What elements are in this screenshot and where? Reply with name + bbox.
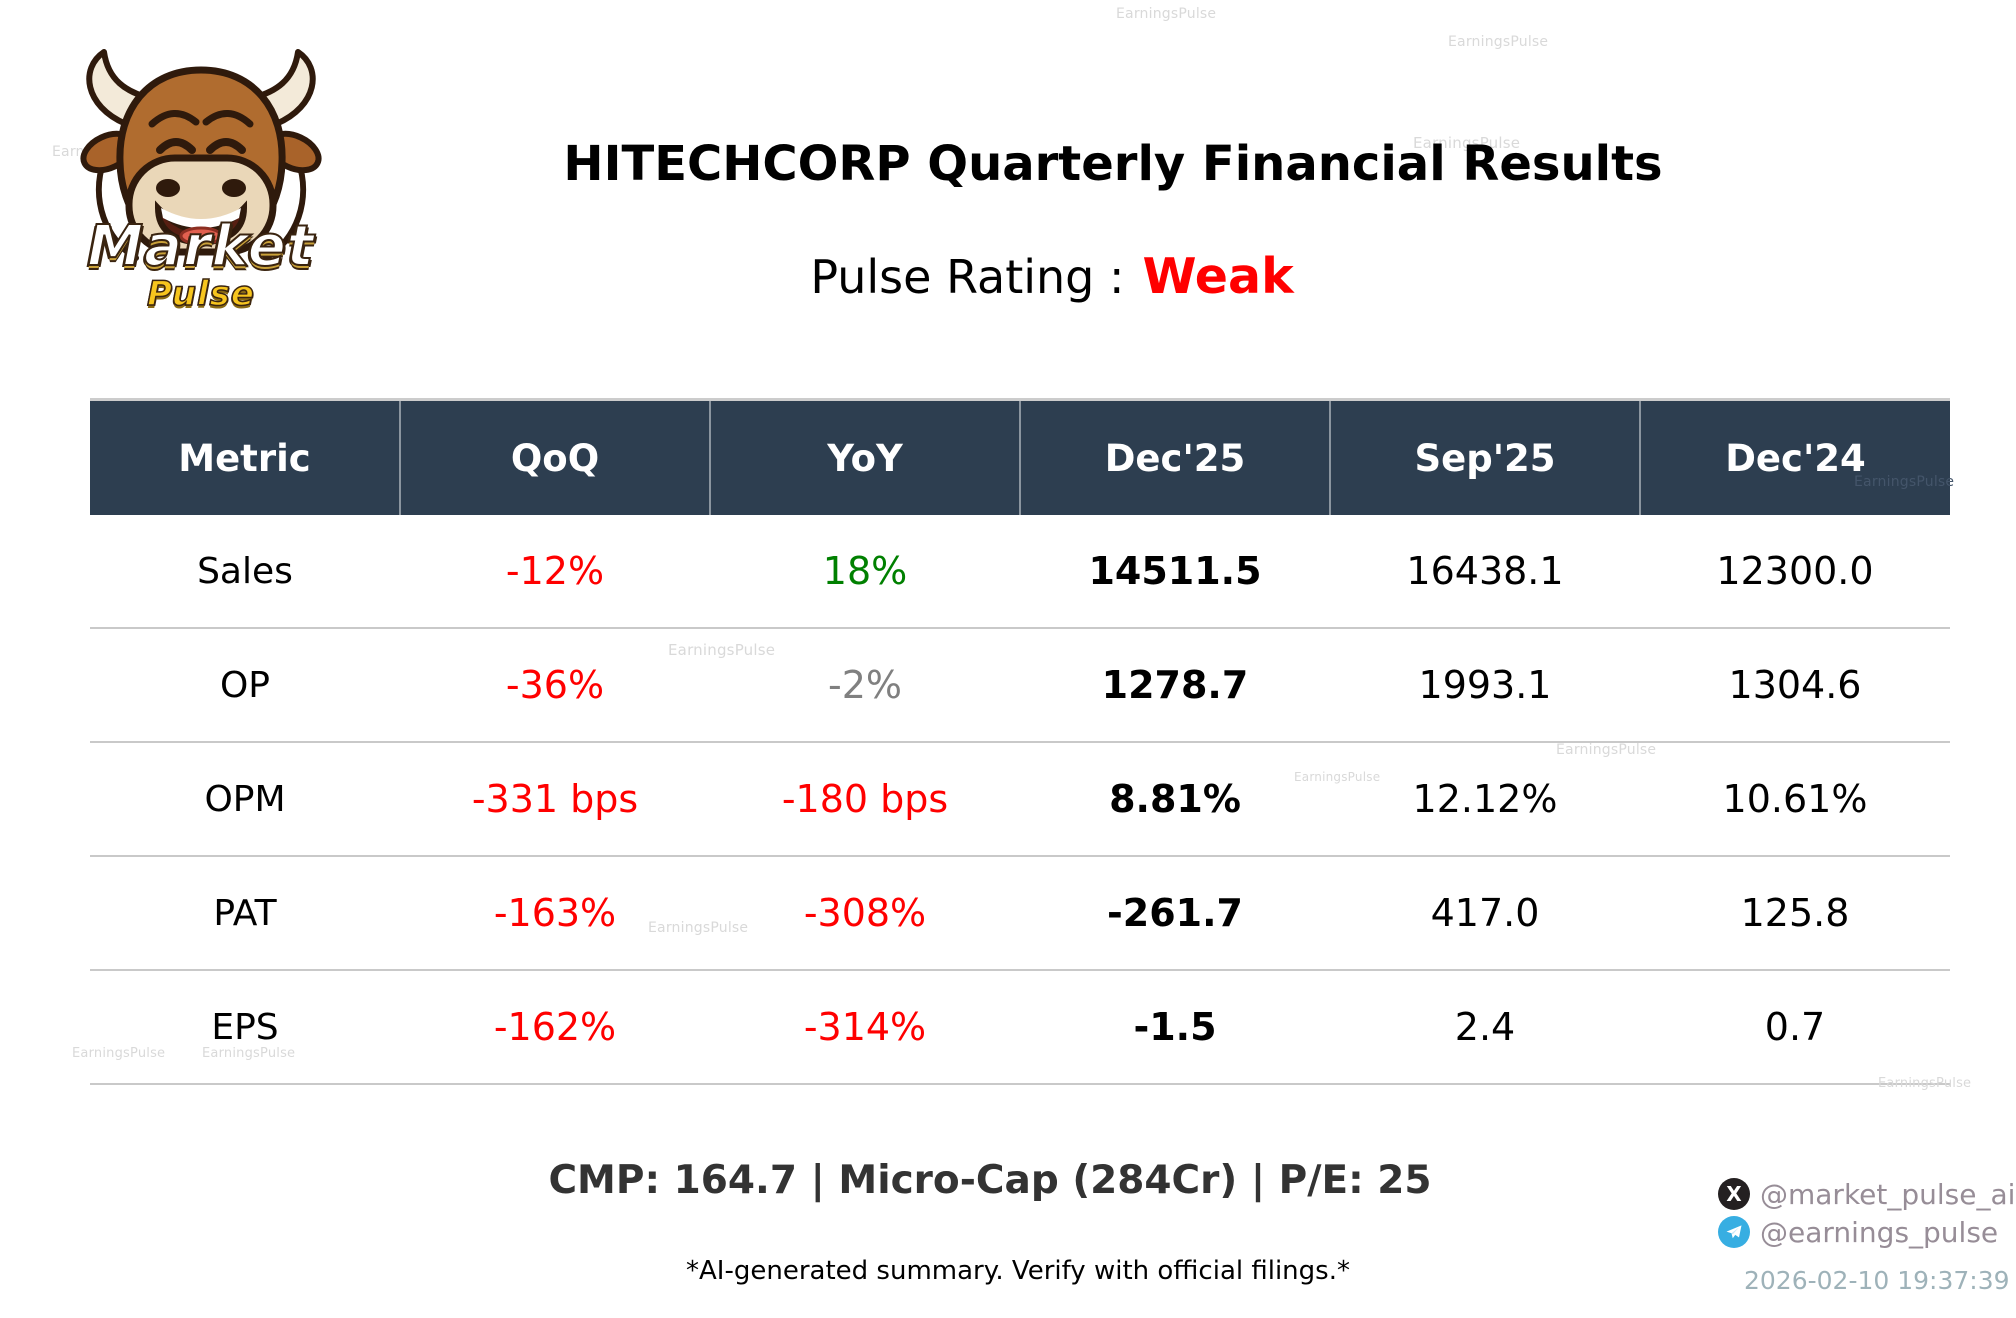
table-cell: 8.81% [1020,742,1330,857]
watermark: EarningsPulse [1413,134,1521,152]
table-cell: -162% [400,970,710,1085]
column-header-metric: Metric [90,399,400,515]
table-row-op: OP -36% -2% 1278.7 1993.1 1304.6 [90,628,1950,743]
column-header-dec24: Dec'24 [1639,399,1950,515]
results-table: Metric QoQ YoY Dec'25 Sep'25 Dec'24 Sale… [90,398,1950,1085]
table-cell: 16438.1 [1330,515,1640,629]
table-row-sales: Sales -12% 18% 14511.5 16438.1 12300.0 [90,515,1950,629]
table-cell: PAT [90,856,400,971]
brand-wordmark-pulse: Pulse [146,274,255,314]
disclaimer: *AI-generated summary. Verify with offic… [686,1256,1350,1286]
table-cell: -314% [710,970,1020,1085]
table-cell: 18% [710,515,1020,629]
x-icon: X [1718,1178,1750,1210]
page-title: HITECHCORP Quarterly Financial Results [563,136,1663,192]
watermark: EarningsPulse [202,1046,296,1061]
table-header: Metric QoQ YoY Dec'25 Sep'25 Dec'24 [90,399,1950,515]
telegram-handle: @earnings_pulse [1760,1215,1999,1249]
table-cell: 1278.7 [1020,628,1330,743]
table-cell: 417.0 [1330,856,1640,971]
table-cell: 12300.0 [1640,515,1950,629]
column-header-sep25: Sep'25 [1329,399,1640,515]
table-cell: 2.4 [1330,970,1640,1085]
table-cell: 0.7 [1640,970,1950,1085]
table-cell: 1304.6 [1640,628,1950,743]
watermark: EarningsPulse [668,641,776,659]
watermark: EarningsPulse [1556,742,1657,758]
watermark: EarningsPulse [648,920,749,936]
telegram-icon [1718,1216,1750,1248]
table-cell: 12.12% [1330,742,1640,857]
table-cell: OP [90,628,400,743]
telegram-handle-row: @earnings_pulse [1718,1214,2015,1250]
table-cell: -36% [400,628,710,743]
x-handle: @market_pulse_ai [1760,1177,2016,1211]
table-row-eps: EPS -162% -314% -1.5 2.4 0.7 [90,970,1950,1085]
watermark: EarningsPulse [1116,6,1217,22]
brand-logo: Market Pulse [56,40,346,325]
table-cell: 10.61% [1640,742,1950,857]
table-cell: -12% [400,515,710,629]
table-header-row: Metric QoQ YoY Dec'25 Sep'25 Dec'24 [90,399,1950,515]
watermark: EarningsPulse [1448,34,1549,50]
table-cell: Sales [90,515,400,629]
table-cell: -308% [710,856,1020,971]
watermark: EarningsPulse [1294,770,1381,784]
table-cell: -331 bps [400,742,710,857]
bull-mascot-icon [80,49,322,261]
column-header-yoy: YoY [709,399,1020,515]
pulse-rating-value: Weak [1142,248,1294,305]
table-cell: -261.7 [1020,856,1330,971]
table-cell: -2% [710,628,1020,743]
column-header-dec25: Dec'25 [1019,399,1330,515]
table-cell: -1.5 [1020,970,1330,1085]
table-cell: EPS [90,970,400,1085]
summary-line: CMP: 164.7 | Micro-Cap (284Cr) | P/E: 25 [548,1158,1432,1203]
table-row-opm: OPM -331 bps -180 bps 8.81% 12.12% 10.61… [90,742,1950,857]
column-header-qoq: QoQ [399,399,710,515]
x-handle-row: X @market_pulse_ai [1718,1176,2015,1212]
watermark: EarningsPulse [72,1046,166,1061]
pulse-rating: Pulse Rating : Weak [810,248,1293,305]
pulse-rating-label: Pulse Rating : [810,250,1125,304]
table-cell: 1993.1 [1330,628,1640,743]
watermark: EarningsPulse [1878,1076,1972,1091]
social-block: X @market_pulse_ai @earnings_pulse 2026-… [1718,1176,2015,1295]
watermark: EarningsPulse [1854,474,1955,490]
table-cell: 125.8 [1640,856,1950,971]
timestamp: 2026-02-10 19:37:39 [1744,1266,2010,1295]
table-cell: OPM [90,742,400,857]
brand-wordmark-market: Market [86,214,315,279]
table-cell: -163% [400,856,710,971]
table-cell: -180 bps [710,742,1020,857]
brand-wordmark: Market Pulse [56,214,346,314]
table-row-pat: PAT -163% -308% -261.7 417.0 125.8 [90,856,1950,971]
table-cell: 14511.5 [1020,515,1330,629]
